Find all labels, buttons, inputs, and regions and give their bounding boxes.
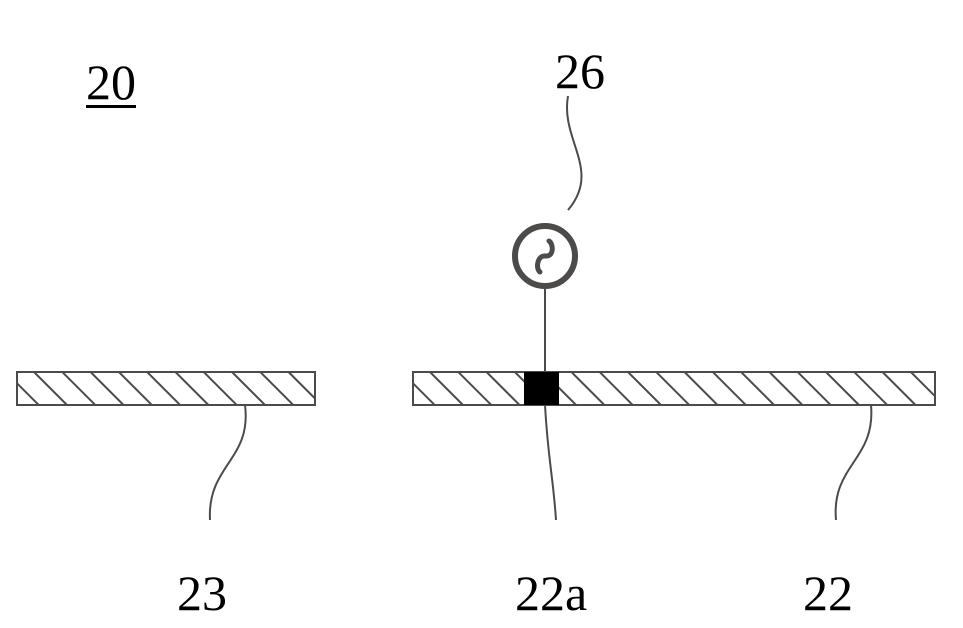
leader-26	[567, 96, 582, 210]
leader-22	[836, 405, 872, 520]
label-23: 23	[177, 565, 227, 621]
bar-22	[413, 372, 935, 405]
leader-23	[210, 405, 246, 520]
leader-22a	[545, 405, 556, 520]
bar-23	[17, 372, 315, 405]
feed-point-22a	[524, 372, 559, 405]
label-22a: 22a	[515, 565, 587, 621]
label-22: 22	[803, 565, 853, 621]
ac-source-glyph	[538, 241, 553, 272]
label-20: 20	[86, 54, 136, 110]
label-26: 26	[555, 43, 605, 99]
